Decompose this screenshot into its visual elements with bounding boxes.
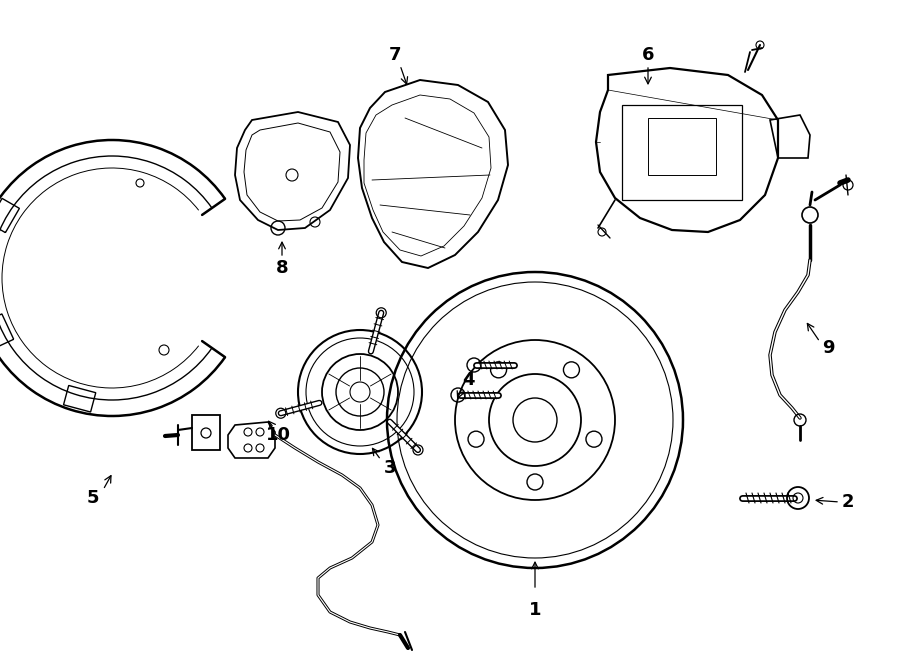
Text: 4: 4: [462, 371, 474, 389]
Text: 3: 3: [383, 459, 396, 477]
Text: 7: 7: [389, 46, 401, 64]
Text: 5: 5: [86, 489, 99, 507]
Text: 1: 1: [529, 601, 541, 619]
Text: 6: 6: [642, 46, 654, 64]
Text: 10: 10: [266, 426, 291, 444]
Text: 2: 2: [842, 493, 854, 511]
Text: 8: 8: [275, 259, 288, 277]
Text: 9: 9: [822, 339, 834, 357]
